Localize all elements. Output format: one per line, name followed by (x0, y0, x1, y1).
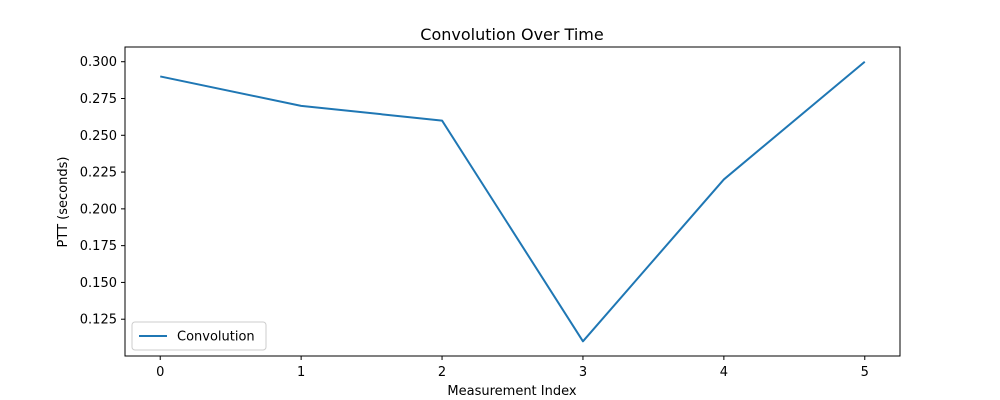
legend-box (131, 321, 267, 351)
legend: Convolution (131, 321, 267, 351)
x-tick-label: 1 (297, 365, 305, 380)
y-axis-label: PTT (seconds) (56, 157, 71, 248)
y-tick-label: 0.125 (80, 313, 117, 328)
x-axis-label: Measurement Index (447, 384, 576, 399)
x-tick-label: 4 (720, 365, 728, 380)
y-tick-label: 0.250 (80, 129, 117, 144)
chart-title: Convolution Over Time (420, 25, 603, 44)
x-tick-label: 0 (156, 365, 164, 380)
legend-label-convolution: Convolution (177, 330, 255, 345)
plot-frame (124, 46, 901, 357)
x-tick-label: 5 (861, 365, 869, 380)
x-tick-label: 3 (579, 365, 587, 380)
x-axis-ticks: 0 1 2 3 4 5 (156, 356, 869, 380)
plot-area (124, 46, 901, 357)
series-line-convolution (160, 60, 866, 343)
series-layer (160, 60, 866, 343)
y-axis-ticks: 0.125 0.150 0.175 0.200 0.225 0.250 0.275 0.300 (80, 55, 125, 328)
y-tick-label: 0.275 (80, 92, 117, 107)
y-tick-label: 0.300 (80, 55, 117, 70)
y-tick-label: 0.150 (80, 276, 117, 291)
y-tick-label: 0.175 (80, 239, 117, 254)
x-tick-label: 2 (438, 365, 446, 380)
y-tick-label: 0.200 (80, 202, 117, 217)
y-tick-label: 0.225 (80, 166, 117, 181)
